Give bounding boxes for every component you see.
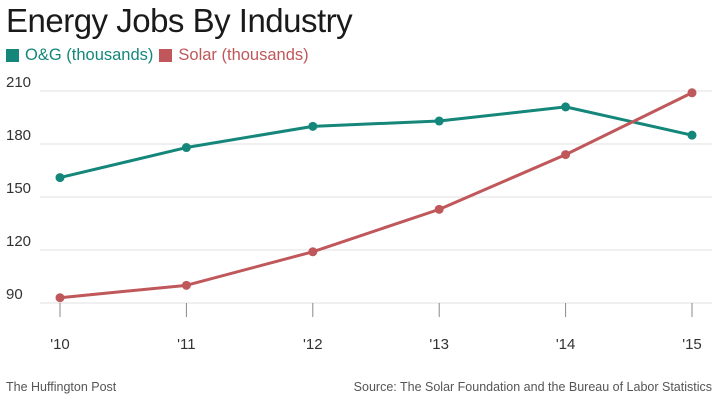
- data-point-solar: [561, 150, 571, 160]
- data-point-solar: [687, 88, 697, 98]
- y-tick-label: 180: [6, 127, 31, 144]
- y-tick-label: 150: [6, 180, 31, 197]
- y-tick-label: 120: [6, 233, 31, 250]
- legend-label-oil-gas: O&G (thousands): [25, 46, 154, 64]
- data-point-oil-gas: [308, 121, 318, 131]
- data-point-oil-gas: [181, 143, 191, 153]
- legend: O&G (thousands) Solar (thousands): [6, 46, 315, 65]
- legend-swatch-oil-gas: [6, 49, 19, 62]
- source-credit: Source: The Solar Foundation and the Bur…: [353, 380, 712, 394]
- y-tick-label: 90: [6, 286, 23, 303]
- data-point-oil-gas: [434, 116, 444, 126]
- legend-item-solar: Solar (thousands): [159, 46, 309, 65]
- data-point-solar: [55, 293, 65, 303]
- legend-item-oil-gas: O&G (thousands): [6, 46, 153, 65]
- line-chart: 210 180 150 120 90 '10 '11 '12 '13 '14 '15: [6, 74, 712, 353]
- y-tick-label: 210: [6, 74, 31, 91]
- x-tick-label: '13: [429, 336, 449, 353]
- publisher-credit: The Huffington Post: [6, 380, 117, 394]
- x-tick-label: '12: [303, 336, 323, 353]
- x-tick-label: '15: [682, 336, 702, 353]
- x-tick-label: '11: [177, 336, 195, 353]
- data-point-solar: [308, 247, 318, 257]
- series-line-solar: [58, 91, 694, 300]
- series-line-oil-gas: [58, 105, 694, 180]
- x-tick-label: '10: [50, 336, 70, 353]
- data-point-solar: [181, 280, 191, 290]
- data-point-oil-gas: [687, 130, 697, 140]
- data-point-oil-gas: [55, 173, 65, 183]
- chart-title: Energy Jobs By Industry: [6, 2, 353, 39]
- data-point-solar: [434, 204, 444, 214]
- legend-label-solar: Solar (thousands): [178, 46, 309, 64]
- legend-swatch-solar: [159, 49, 173, 62]
- x-tick-label: '14: [556, 336, 576, 353]
- data-point-oil-gas: [561, 102, 571, 112]
